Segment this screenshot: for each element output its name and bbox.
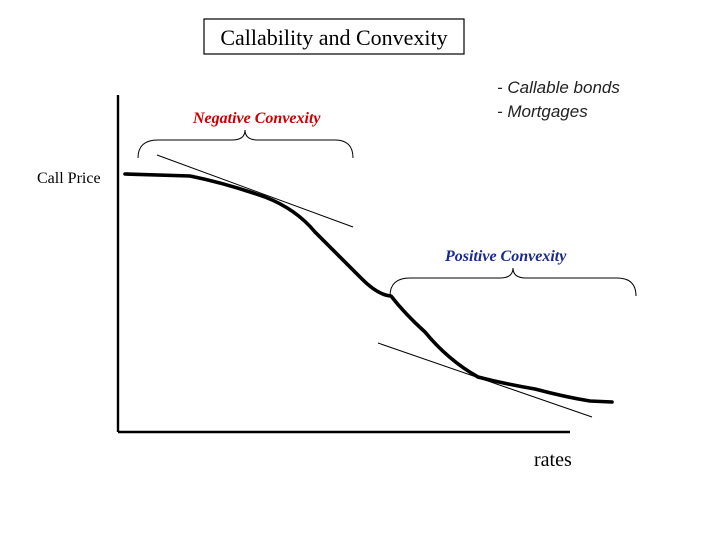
example-callable-bonds: - Callable bonds (497, 78, 620, 97)
negative-convexity-label: Negative Convexity (192, 110, 321, 127)
negative-convexity-tangent (156, 154, 354, 228)
call-price-curve (123, 172, 614, 404)
x-axis-label: rates (534, 449, 572, 471)
example-mortgages: - Mortgages (497, 102, 588, 121)
negative-convexity-brace (137, 129, 354, 159)
y-axis-label: Call Price (37, 170, 101, 187)
positive-convexity-brace (389, 267, 637, 297)
diagram-title: Callability and Convexity (220, 25, 447, 50)
title-box (203, 18, 465, 55)
positive-convexity-label: Positive Convexity (444, 248, 567, 265)
